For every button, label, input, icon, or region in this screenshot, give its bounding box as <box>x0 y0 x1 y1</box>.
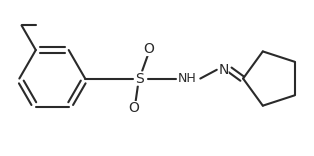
Text: N: N <box>218 63 229 77</box>
Text: O: O <box>128 101 139 115</box>
Text: NH: NH <box>178 72 197 85</box>
Text: O: O <box>143 42 154 56</box>
Text: S: S <box>136 72 144 85</box>
